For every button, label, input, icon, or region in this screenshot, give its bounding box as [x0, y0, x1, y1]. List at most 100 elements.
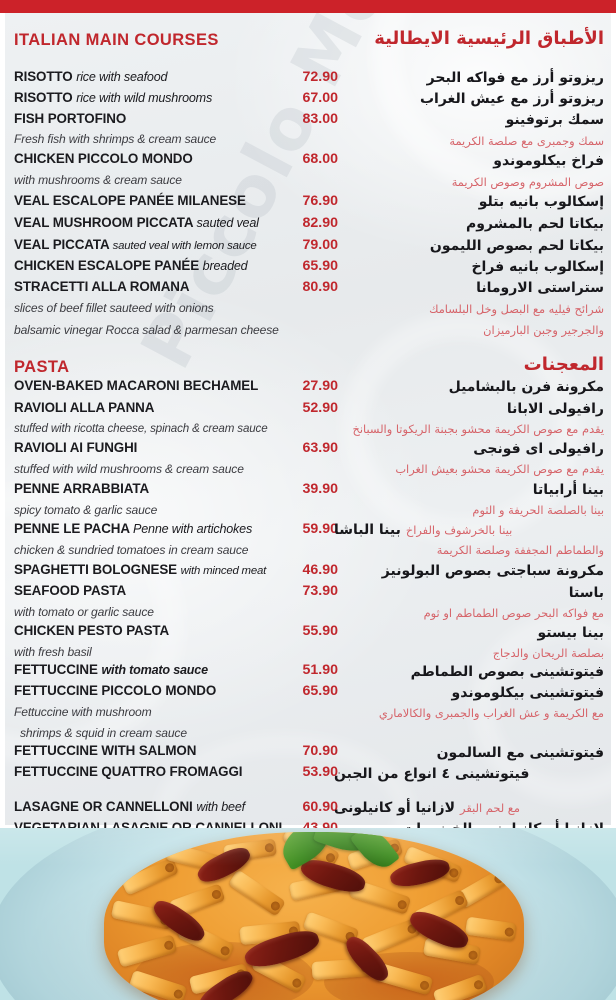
menu-row: RAVIOLI ALLA PANNA 52.90	[14, 400, 338, 416]
item-price: 80.90	[302, 279, 338, 295]
item-description-arabic: بصلصة الريحان والدجاج	[492, 646, 604, 660]
menu-row: RISOTTO rice with seafood 72.90	[14, 70, 338, 84]
item-name-arabic: ريزوتو أرز مع عيش الغراب	[419, 91, 604, 107]
menu-row: FETTUCCINE WITH SALMON 70.90	[14, 743, 338, 759]
menu-row: FETTUCCINE with tomato sauce 51.90	[14, 663, 338, 677]
item-name: FISH PORTOFINO	[14, 111, 127, 126]
menu-row: CHICKEN PESTO PASTA 55.90	[14, 623, 338, 639]
menu-row: RISOTTO rice with wild mushrooms 67.00	[14, 91, 338, 105]
item-price: 76.90	[302, 193, 338, 209]
item-price: 73.90	[302, 583, 338, 599]
item-description: shrimps & squid in cream sauce	[20, 726, 187, 740]
item-price: 39.90	[302, 481, 338, 497]
item-description-arabic: يقدم مع صوص الكريمة محشو بجبنة الريكوتا …	[352, 422, 604, 436]
item-name-arabic: فيتوتشينى مع السالمون	[436, 745, 604, 761]
item-description: chicken & sundried tomatoes in cream sau…	[14, 543, 249, 557]
item-price: 67.00	[302, 90, 338, 106]
item-name-arabic: بينا الباشا	[334, 522, 401, 538]
item-name: PENNE LE PACHA Penne with artichokes	[14, 521, 253, 536]
item-name: CHICKEN ESCALOPE PANÉE breaded	[14, 258, 248, 273]
item-name: FETTUCCINE QUATTRO FROMAGGI	[14, 764, 243, 779]
item-name-arabic: إسكالوب بانيه فراخ	[471, 259, 604, 275]
item-description: slices of beef fillet sauteed with onion…	[14, 301, 214, 315]
menu-row: LASAGNE OR CANNELLONI with beef 60.90	[14, 800, 338, 814]
item-name-arabic: سمك برتوفينو	[505, 112, 604, 128]
menu-row: RAVIOLI AI FUNGHI 63.90	[14, 440, 338, 456]
item-name: RAVIOLI ALLA PANNA	[14, 400, 155, 415]
item-name-arabic: مكرونة فرن بالبشاميل	[448, 379, 604, 395]
item-name: LASAGNE OR CANNELLONI with beef	[14, 799, 245, 814]
item-description: stuffed with ricotta cheese, spinach & c…	[14, 422, 268, 435]
item-description-arabic: مع فواكه البحر صوص الطماطم او ثوم	[423, 606, 604, 620]
section-title-pasta: PASTA	[14, 358, 70, 376]
item-description-arabic: والجرجير وجبن البارميزان	[483, 323, 604, 337]
item-name-arabic: مكرونة سباجتى بصوص البولونيز	[381, 563, 604, 579]
item-name: FETTUCCINE WITH SALMON	[14, 743, 197, 758]
item-name: PENNE ARRABBIATA	[14, 481, 150, 496]
section-title-italian-main-courses-arabic: الأطباق الرئيسية الايطالية	[374, 28, 604, 49]
item-name: RISOTTO rice with wild mushrooms	[14, 90, 213, 105]
menu-row: CHICKEN ESCALOPE PANÉE breaded 65.90	[14, 259, 338, 273]
item-description-arabic: مع الكريمة و عش الغراب والجمبرى والكالام…	[378, 706, 604, 720]
item-price: 27.90	[302, 378, 338, 394]
menu-row-arabic: بينا بالخرشوف والفراخ بينا الباشا	[334, 523, 604, 537]
item-price: 51.90	[302, 662, 338, 678]
item-description: Fresh fish with shrimps & cream sauce	[14, 132, 217, 146]
item-name: VEAL MUSHROOM PICCATA sauted veal	[14, 215, 259, 230]
menu-row: CHICKEN PICCOLO MONDO 68.00	[14, 151, 338, 167]
item-name-arabic: رافيولى اى فونجى	[473, 441, 604, 457]
item-name: SEAFOOD PASTA	[14, 583, 127, 598]
item-description-arabic: بينا بالخرشوف والفراخ	[405, 523, 513, 537]
item-name: FETTUCCINE PICCOLO MONDO	[14, 683, 217, 698]
top-red-accent-bar	[0, 0, 616, 13]
item-name-arabic: لازانيا أو كانيلونى	[334, 800, 456, 816]
menu-row: STRACETTI ALLA ROMANA 80.90	[14, 279, 338, 295]
menu-row: OVEN-BAKED MACARONI BECHAMEL 27.90	[14, 378, 338, 394]
menu-row: VEAL ESCALOPE PANÉE MILANESE 76.90	[14, 193, 338, 209]
menu-row: SEAFOOD PASTA 73.90	[14, 583, 338, 599]
menu-row: PENNE LE PACHA Penne with artichokes 59.…	[14, 522, 338, 536]
item-name: VEAL PICCATA sauted veal with lemon sauc…	[14, 237, 257, 252]
item-price: 65.90	[302, 258, 338, 274]
item-price: 79.00	[302, 237, 338, 253]
item-price: 68.00	[302, 151, 338, 167]
item-description: stuffed with wild mushrooms & cream sauc…	[14, 462, 244, 476]
menu-row: VEAL MUSHROOM PICCATA sauted veal 82.90	[14, 216, 338, 230]
item-name: CHICKEN PESTO PASTA	[14, 623, 170, 638]
item-price: 53.90	[302, 764, 338, 780]
item-name-arabic: باستا	[568, 585, 604, 601]
section-title-pasta-arabic: المعجنات	[523, 354, 604, 375]
food-photo	[0, 828, 616, 1000]
item-price: 63.90	[302, 440, 338, 456]
item-description-arabic: يقدم مع صوص الكريمة محشو بعيش الغراب	[395, 462, 604, 476]
item-description: with tomato or garlic sauce	[14, 605, 154, 619]
item-price: 60.90	[302, 799, 338, 815]
item-price: 82.90	[302, 215, 338, 231]
menu-row-arabic: فيتوتشينى ٤ انواع من الجبن	[334, 767, 604, 781]
menu-row: FETTUCCINE PICCOLO MONDO 65.90	[14, 683, 338, 699]
item-description-arabic: والطماطم المجففة وصلصة الكريمة	[436, 543, 604, 557]
menu-row: PENNE ARRABBIATA 39.90	[14, 481, 338, 497]
menu-row: SPAGHETTI BOLOGNESE with minced meat 46.…	[14, 563, 338, 577]
item-price: 83.00	[302, 111, 338, 127]
item-name-arabic: بيكاتا لحم بصوص الليمون	[429, 238, 604, 254]
item-description: with fresh basil	[14, 645, 92, 659]
item-price: 65.90	[302, 683, 338, 699]
item-name: CHICKEN PICCOLO MONDO	[14, 151, 193, 166]
item-description-arabic: بينا بالصلصة الحريفة و الثوم	[472, 503, 604, 517]
item-name: VEAL ESCALOPE PANÉE MILANESE	[14, 193, 246, 208]
item-price: 72.90	[302, 69, 338, 85]
section-title-italian-main-courses: ITALIAN MAIN COURSES	[14, 31, 219, 49]
item-name-arabic: فيتوتشينى ٤ انواع من الجبن	[334, 766, 530, 782]
item-name-arabic: فيتوتشينى بصوص الطماطم	[410, 664, 604, 680]
item-name-arabic: فيتوتشينى بيكلوموندو	[451, 685, 604, 701]
item-name: STRACETTI ALLA ROMANA	[14, 279, 190, 294]
menu-row-arabic: مع لحم البقر لازانيا أو كانيلونى	[334, 801, 604, 815]
item-name-arabic: ريزوتو أرز مع فواكه البحر	[426, 70, 604, 86]
item-name: SPAGHETTI BOLOGNESE with minced meat	[14, 562, 267, 577]
menu-row: VEAL PICCATA sauted veal with lemon sauc…	[14, 238, 338, 252]
item-name-arabic: بينا أرابياتا	[532, 482, 604, 498]
pasta-dish	[104, 832, 524, 1000]
